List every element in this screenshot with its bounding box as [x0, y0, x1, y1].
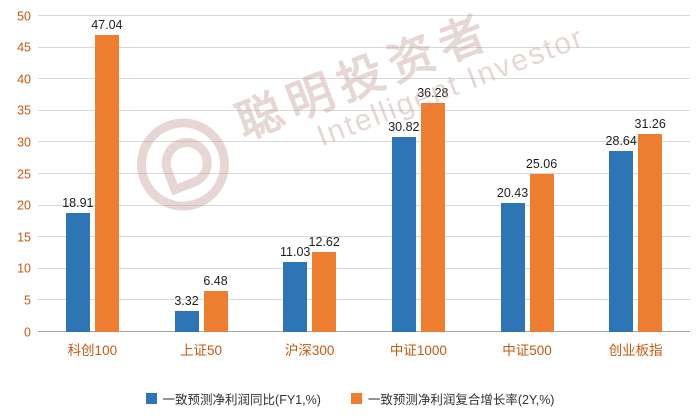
bar-group: 11.03 12.62: [255, 16, 364, 332]
gridline: [38, 299, 690, 301]
bar-value-label: 20.43: [496, 185, 529, 200]
y-tick-label: 20: [17, 198, 31, 213]
bar-value-label: 31.26: [634, 117, 666, 132]
bar-value-label: 6.48: [203, 274, 228, 289]
groups: 18.91 47.04 3.32 6.48 11.03 12.62 30.82 36.28 20…: [38, 16, 690, 332]
gridline: [38, 236, 690, 238]
bar: 18.91: [62, 196, 93, 332]
legend-label: 一致预测净利润复合增长率(2Y,%): [367, 393, 555, 407]
y-tick-label: 25: [17, 166, 31, 181]
bar: 12.62: [309, 235, 340, 332]
bar-value-label: 3.32: [174, 294, 199, 309]
bar-group: 20.43 25.06: [473, 16, 582, 332]
bar-value-label: 30.82: [388, 120, 420, 135]
gridline: [38, 204, 690, 206]
bar-group: 28.64 31.26: [581, 16, 690, 332]
bar: 20.43: [497, 186, 528, 332]
bar: 28.64: [606, 134, 637, 332]
gridline: [38, 46, 690, 48]
y-tick-label: 35: [17, 103, 31, 118]
bar-value-label: 47.04: [91, 17, 123, 32]
bar: 11.03: [280, 245, 310, 332]
y-axis: 0 5 10 15 20 25 30 35 40 45 50: [6, 10, 38, 338]
bar-value-label: 28.64: [605, 134, 637, 148]
bar: 30.82: [388, 120, 419, 332]
y-tick-label: 15: [17, 229, 31, 244]
bar-value-label: 12.62: [308, 235, 340, 250]
x-axis-label: 科创100: [67, 343, 118, 358]
plot-area: 18.91 47.04 3.32 6.48 11.03 12.62 30.82 36.28 20…: [38, 15, 690, 332]
bar: 3.32: [174, 294, 199, 332]
bar-group: 30.82 36.28: [364, 16, 473, 332]
gridline: [38, 331, 690, 332]
y-tick-label: 50: [17, 8, 31, 23]
bar-value-label: 25.06: [525, 156, 558, 171]
bar: 25.06: [526, 157, 557, 332]
gridline: [38, 78, 690, 80]
y-tick-label: 0: [24, 324, 31, 339]
bar-value-label: 36.28: [417, 85, 449, 100]
y-tick-label: 45: [17, 40, 31, 55]
x-axis-label: 中证1000: [389, 343, 447, 358]
x-axis-label: 创业板指: [608, 343, 663, 358]
legend-swatch: [145, 393, 157, 404]
gridline: [38, 173, 690, 174]
x-axis-label: 上证50: [179, 343, 223, 358]
chart-body: 0 5 10 15 20 25 30 35 40 45 50 18.91 47.04 3.32 6.48 1…: [6, 10, 690, 366]
y-tick-label: 40: [17, 71, 31, 86]
gridline: [38, 15, 690, 16]
bar-value-label: 18.91: [62, 195, 94, 210]
x-axis-label: 中证500: [502, 343, 552, 358]
gridline: [38, 141, 690, 143]
legend: 一致预测净利润同比(FY1,%) 一致预测净利润复合增长率(2Y,%): [0, 389, 700, 408]
gridline: [38, 267, 690, 269]
bar: 36.28: [417, 86, 448, 332]
bar-group: 3.32 6.48: [147, 16, 256, 332]
bar: 31.26: [635, 117, 666, 332]
bar-group: 18.91 47.04: [38, 16, 147, 332]
legend-item: 一致预测净利润复合增长率(2Y,%): [350, 389, 555, 408]
x-axis-label: 沪深300: [284, 343, 335, 358]
y-tick-label: 30: [17, 135, 31, 150]
y-tick-label: 10: [17, 261, 31, 276]
legend-item: 一致预测净利润同比(FY1,%): [145, 389, 321, 408]
legend-label: 一致预测净利润同比(FY1,%): [162, 393, 321, 407]
x-axis: 科创100 上证50 沪深300 中证1000 中证500 创业板指: [38, 332, 690, 366]
legend-swatch: [350, 393, 362, 404]
bar: 6.48: [203, 274, 228, 332]
bar-value-label: 11.03: [279, 245, 311, 260]
gridline: [38, 109, 690, 111]
y-tick-label: 5: [24, 293, 31, 308]
bar: 47.04: [91, 18, 122, 332]
chart-main: 18.91 47.04 3.32 6.48 11.03 12.62 30.82 36.28 20…: [38, 15, 690, 366]
